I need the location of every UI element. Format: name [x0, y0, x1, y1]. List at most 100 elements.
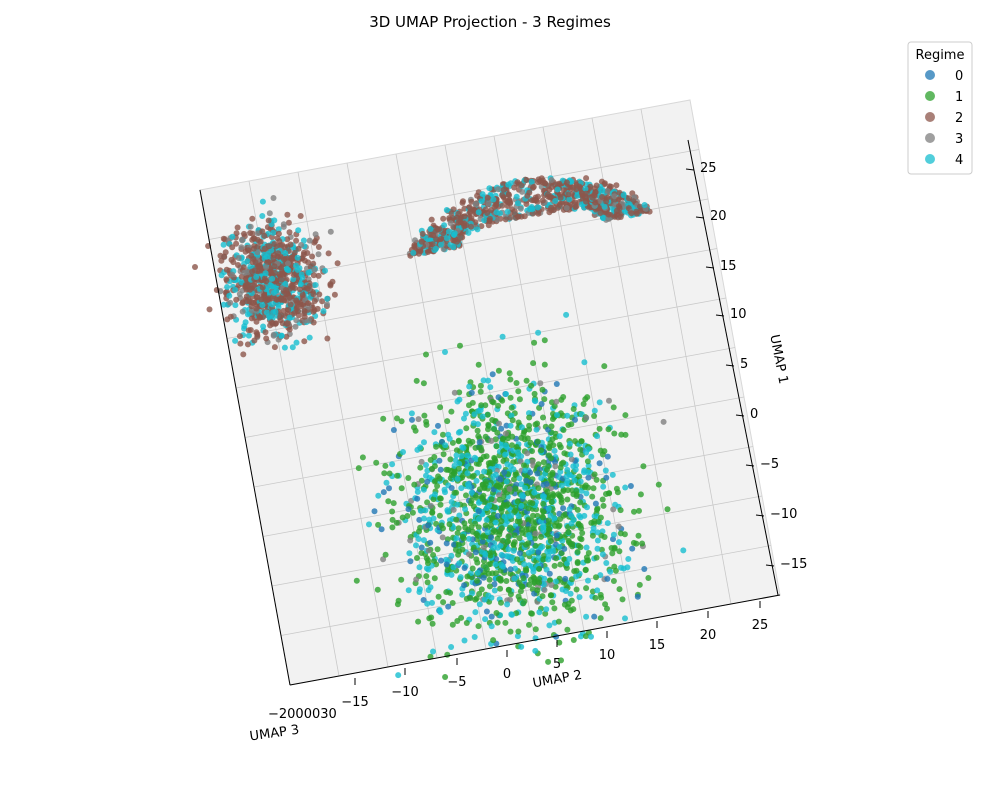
- data-point: [385, 498, 392, 505]
- data-point: [572, 204, 579, 210]
- data-point: [518, 502, 525, 509]
- data-point: [566, 555, 573, 562]
- data-point: [485, 377, 492, 384]
- data-point: [499, 436, 506, 443]
- data-point: [556, 441, 563, 448]
- data-point: [560, 512, 567, 519]
- data-point: [220, 301, 227, 308]
- data-point: [588, 519, 595, 526]
- data-point: [412, 427, 419, 434]
- data-point: [530, 512, 536, 519]
- data-point: [440, 599, 447, 606]
- data-point: [461, 415, 467, 422]
- data-point: [479, 496, 486, 502]
- data-point: [474, 192, 481, 199]
- data-point: [434, 483, 441, 489]
- data-point: [496, 492, 503, 499]
- data-point: [568, 597, 575, 604]
- data-point: [567, 590, 574, 597]
- data-point: [468, 465, 474, 472]
- data-point: [485, 592, 492, 599]
- data-point: [416, 528, 422, 535]
- data-point: [244, 269, 251, 276]
- data-point: [437, 495, 443, 502]
- data-point: [434, 226, 441, 233]
- data-point: [410, 249, 417, 256]
- data-point: [585, 446, 592, 453]
- data-point: [622, 484, 629, 491]
- data-point: [271, 241, 278, 247]
- data-point: [371, 508, 378, 515]
- data-point: [461, 565, 468, 571]
- data-point: [636, 581, 643, 588]
- data-point: [470, 420, 477, 427]
- data-point: [520, 575, 527, 582]
- data-point: [315, 272, 322, 279]
- data-point: [456, 396, 463, 403]
- data-point: [502, 451, 509, 458]
- data-point: [449, 472, 455, 479]
- data-point: [506, 370, 513, 377]
- data-point: [567, 451, 574, 458]
- data-point: [578, 536, 585, 543]
- data-point: [393, 519, 400, 526]
- data-point: [301, 308, 308, 314]
- x-tick-label: 0: [503, 667, 511, 682]
- data-point: [547, 538, 554, 545]
- data-point: [613, 207, 620, 214]
- data-point: [525, 540, 532, 547]
- data-point: [499, 537, 506, 544]
- data-point: [472, 549, 479, 556]
- legend-marker-2: [925, 112, 935, 122]
- data-point: [478, 586, 485, 593]
- data-point: [269, 275, 276, 282]
- data-point: [448, 485, 455, 491]
- data-point: [497, 585, 504, 592]
- data-point: [284, 260, 291, 267]
- legend-marker-0: [925, 70, 935, 80]
- data-point: [641, 202, 648, 208]
- data-point: [243, 293, 250, 300]
- data-point: [441, 486, 448, 493]
- data-point: [609, 550, 616, 557]
- data-point: [512, 485, 519, 492]
- data-point: [540, 508, 547, 515]
- x-tick-label: 20: [700, 628, 717, 643]
- data-point: [285, 307, 292, 313]
- data-point: [429, 599, 435, 606]
- data-point: [572, 416, 578, 423]
- data-point: [409, 416, 415, 423]
- data-point: [485, 200, 492, 207]
- legend-marker-4: [925, 154, 935, 164]
- data-point: [645, 575, 652, 581]
- data-point: [294, 299, 301, 306]
- data-point: [233, 230, 240, 237]
- data-point: [206, 306, 213, 313]
- data-point: [604, 575, 611, 582]
- data-point: [285, 219, 292, 226]
- data-point: [445, 603, 452, 610]
- data-point: [579, 530, 586, 536]
- data-point: [444, 235, 450, 242]
- data-point: [312, 231, 319, 238]
- data-point: [583, 198, 589, 205]
- data-point: [265, 217, 272, 224]
- data-point: [583, 585, 590, 592]
- data-point: [440, 215, 447, 222]
- data-point: [516, 396, 523, 403]
- data-point: [232, 302, 239, 309]
- data-point: [564, 477, 571, 484]
- data-point: [600, 483, 607, 490]
- data-point: [530, 183, 537, 190]
- data-point: [490, 196, 497, 203]
- data-point: [594, 505, 601, 512]
- data-point: [546, 209, 553, 216]
- data-point: [596, 425, 603, 432]
- data-point: [294, 254, 301, 261]
- scatter-points: [192, 175, 687, 680]
- data-point: [459, 546, 466, 553]
- data-point: [548, 592, 555, 599]
- data-point: [263, 309, 270, 316]
- data-point: [331, 291, 338, 298]
- data-point: [486, 215, 493, 222]
